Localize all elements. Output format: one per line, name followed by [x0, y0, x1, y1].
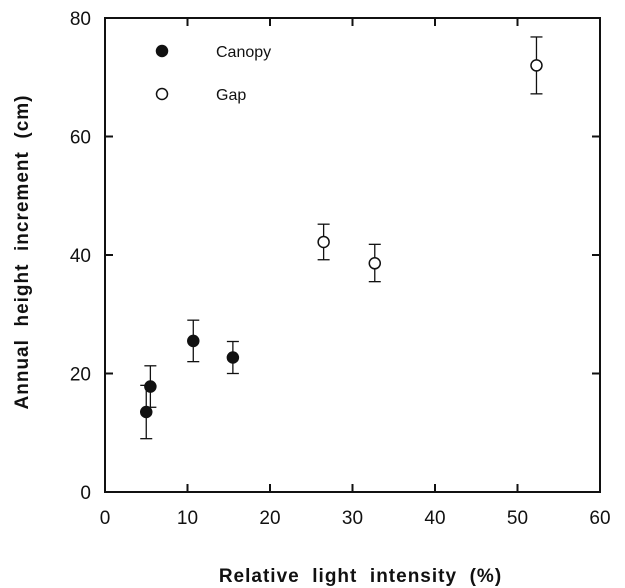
y-tick-label: 40 [70, 246, 91, 267]
legend-label: Canopy [216, 44, 271, 61]
x-tick-label: 40 [424, 508, 445, 529]
legend-marker-canopy [155, 44, 169, 58]
data-marks [140, 36, 543, 440]
x-tick-label: 0 [100, 508, 111, 529]
canopy-point [187, 334, 200, 348]
y-tick-label: 0 [80, 483, 91, 504]
gap-point [317, 235, 330, 249]
gap-point [368, 257, 382, 270]
gap-point [530, 59, 543, 72]
y-tick-label: 60 [70, 128, 91, 149]
canopy-point [226, 351, 240, 364]
y-tick-label: 20 [70, 365, 91, 386]
tick-labels: 0 10 20 30 40 50 60 0 20 40 60 80 [70, 9, 611, 529]
x-axis-title: Relative light intensity (%) [219, 566, 502, 587]
x-tick-label: 50 [507, 508, 528, 529]
plot-frame [104, 17, 601, 493]
legend-marker-gap [155, 87, 169, 101]
x-tick-label: 60 [589, 508, 610, 529]
x-tick-label: 20 [259, 508, 280, 529]
y-tick-label: 80 [70, 9, 91, 30]
legend-label: Gap [216, 87, 246, 104]
axis-ticks [104, 17, 601, 493]
x-tick-label: 10 [177, 508, 198, 529]
y-axis-title: Annual height increment (cm) [12, 95, 33, 410]
x-tick-label: 30 [342, 508, 363, 529]
legend: Canopy Gap [155, 44, 271, 104]
canopy-point [140, 405, 153, 419]
canopy-point [144, 380, 157, 393]
